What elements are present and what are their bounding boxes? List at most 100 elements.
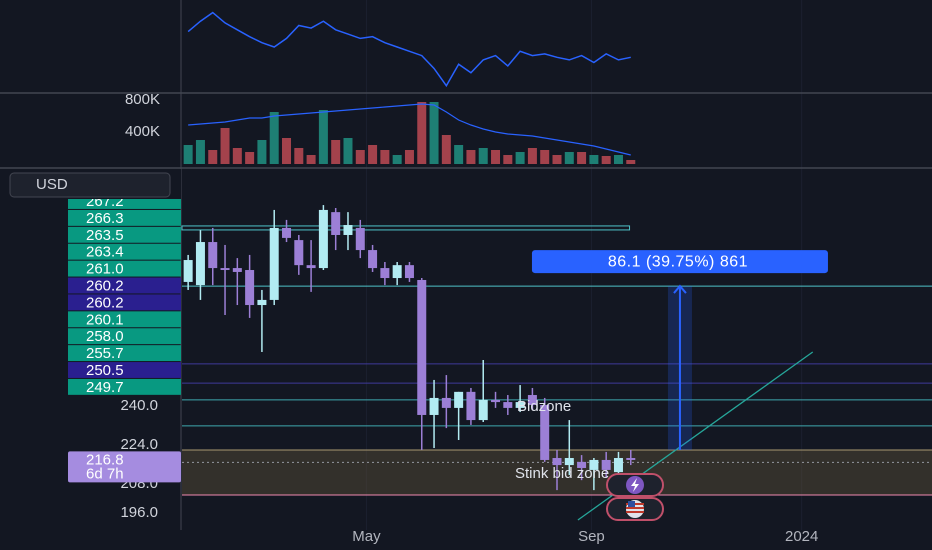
price-badge — [68, 260, 181, 277]
volume-tick-label: 800K — [125, 91, 160, 108]
candle-body — [294, 240, 304, 266]
candle-body — [466, 391, 476, 421]
candle-body — [195, 242, 205, 286]
y-tick-label: 240.0 — [120, 397, 158, 414]
price-badge-label: 260.1 — [86, 311, 124, 328]
candle-body — [454, 391, 464, 408]
x-tick-label: May — [352, 528, 381, 545]
overlay-layer: USD Bidzone Stink bid zone May Sep 2024 — [0, 92, 932, 545]
measure-label-box — [531, 250, 828, 274]
price-badge-label: 249.7 — [86, 379, 124, 396]
price-badge-label: 266.3 — [86, 210, 124, 227]
candle-body — [540, 404, 550, 460]
candle-body — [331, 212, 341, 235]
candle-body — [220, 268, 230, 271]
volume-bar — [540, 150, 550, 164]
x-tick-label: Sep — [578, 528, 605, 545]
volume-bar — [306, 155, 316, 164]
price-badge — [68, 328, 181, 345]
volume-bar — [503, 155, 513, 164]
volume-bar — [552, 155, 562, 164]
price-badge-label: 250.5 — [86, 362, 124, 379]
y-tick-label: 224.0 — [120, 436, 158, 453]
volume-bar — [257, 140, 267, 164]
level-box — [181, 225, 631, 231]
volume-bar — [515, 152, 525, 164]
price-badge — [68, 378, 181, 395]
volume-bar — [368, 145, 378, 164]
candle-body — [368, 250, 378, 269]
price-badge — [68, 243, 181, 260]
volume-bar — [466, 150, 476, 164]
volume-bar — [417, 102, 427, 164]
volume-bar — [245, 152, 255, 164]
volume-bar — [429, 102, 439, 164]
volume-bar — [626, 160, 636, 164]
candle-body — [577, 461, 587, 468]
candle-body — [355, 227, 365, 251]
candle-body — [343, 225, 353, 235]
volume-bar — [195, 140, 205, 164]
candle-body — [269, 227, 279, 300]
candle-body — [392, 265, 402, 279]
current-price-label: 216.8 — [86, 451, 124, 468]
price-badge-label: 255.7 — [86, 345, 124, 362]
volume-bar — [232, 148, 242, 164]
candle-body — [589, 459, 599, 470]
candle-body — [257, 299, 267, 306]
currency-label: USD — [36, 176, 68, 193]
price-badge-label: 260.2 — [86, 294, 124, 311]
price-badge-label: 260.2 — [86, 277, 124, 294]
y-tick-label: 196.0 — [120, 504, 158, 521]
price-badge-label: 263.5 — [86, 227, 124, 244]
volume-tick-label: 400K — [125, 123, 160, 140]
candle-body — [552, 458, 562, 466]
candle-body — [232, 268, 242, 272]
volume-bar — [318, 110, 328, 164]
currency-button[interactable] — [9, 172, 171, 198]
candle-body — [503, 402, 513, 408]
price-badge — [68, 362, 181, 378]
country-flag-icon[interactable] — [606, 497, 664, 521]
candle-body — [429, 397, 439, 415]
candle-body — [515, 402, 525, 408]
x-tick-label: 2024 — [785, 528, 818, 545]
candle-body — [564, 458, 574, 466]
candle-body — [527, 395, 537, 405]
price-badge-label: 258.0 — [86, 328, 124, 345]
alert-icon[interactable] — [606, 473, 664, 497]
current-price-badge — [68, 451, 181, 483]
candle-body — [626, 458, 636, 460]
countdown-label: 6d 7h — [86, 465, 124, 482]
price-badge — [68, 226, 181, 243]
candle-body — [245, 270, 255, 306]
volume-bar — [478, 148, 488, 164]
measure-arrow-head — [673, 284, 687, 294]
candle-body — [478, 399, 488, 421]
volume-ma-line — [188, 103, 631, 156]
volume-bar — [392, 155, 402, 164]
volume-bar — [491, 150, 501, 164]
candle-body — [380, 268, 390, 279]
volume-bar — [269, 112, 279, 164]
candle-body — [318, 209, 328, 269]
candle-body — [441, 397, 451, 408]
volume-bar — [380, 150, 390, 164]
candle-body — [491, 399, 501, 403]
candle-body — [306, 265, 316, 269]
price-badge — [68, 294, 181, 311]
candle-body — [404, 265, 414, 279]
price-badge — [68, 345, 181, 362]
volume-bar — [589, 155, 599, 164]
annotation: Bidzone — [517, 398, 571, 415]
volume-bar — [208, 150, 218, 164]
candle-body — [417, 279, 427, 415]
price-badge — [68, 311, 181, 328]
volume-bar — [441, 135, 451, 164]
candle-body — [613, 458, 623, 473]
price-badge-label: 263.4 — [86, 244, 124, 261]
candle-body — [282, 227, 292, 238]
volume-bar — [404, 150, 414, 164]
volume-bar — [183, 145, 193, 164]
